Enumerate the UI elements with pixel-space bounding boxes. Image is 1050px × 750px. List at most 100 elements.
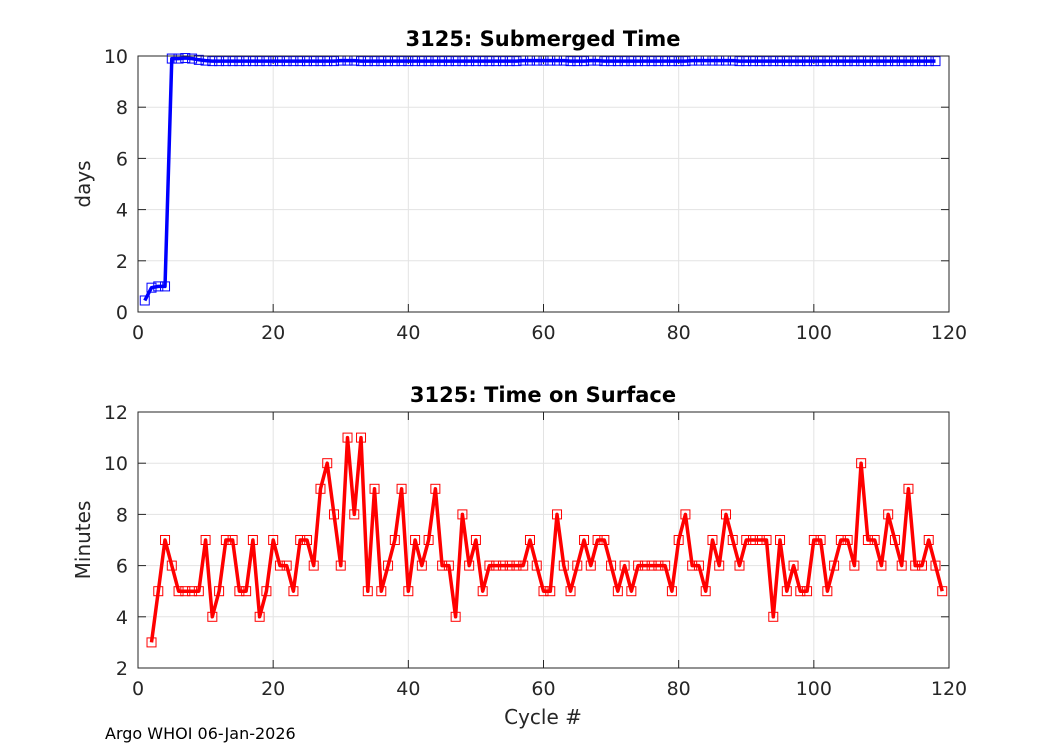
submerged-xtick-label: 40 [396,322,420,344]
submerged-data-point [160,281,171,292]
surface-data-point [829,560,840,571]
submerged-data-point [802,56,813,67]
submerged-data-point [193,54,204,65]
submerged-data-point [261,56,272,67]
submerged-data-point [450,56,461,67]
submerged-data-point [437,56,448,67]
surface-data-point [876,560,887,571]
submerged-data-point [146,282,157,293]
surface-xtick-label: 40 [396,678,420,700]
submerged-xtick-label: 80 [667,322,691,344]
surface-data-point [241,586,252,597]
submerged-xtick-label: 20 [261,322,285,344]
submerged-data-point [829,56,840,67]
submerged-data-point [849,56,860,67]
surface-data-point [193,586,204,597]
surface-data-point [504,560,515,571]
submerged-data-point [247,56,258,67]
surface-data-point [741,535,752,545]
submerged-data-point [369,56,380,67]
submerged-data-point [389,56,400,67]
submerged-data-point [795,56,806,67]
submerged-data-point [139,295,150,306]
submerged-data-point [491,56,502,67]
surface-data-point [869,535,880,545]
surface-data-point [187,586,198,597]
surface-data-point [700,586,711,597]
submerged-xtick-label: 120 [931,322,967,344]
surface-data-point [646,560,657,571]
surface-data-point [308,560,319,571]
surface-data-point [207,611,218,622]
surface-data-point [815,535,826,545]
submerged-data-point [410,56,421,67]
surface-data-point [565,586,576,597]
submerged-data-point [862,56,873,67]
surface-data-point [552,509,563,520]
submerged-data-point [734,56,745,67]
submerged-data-point [842,56,853,67]
surface-data-point [315,483,326,494]
surface-data-point [166,560,177,571]
submerged-data-point [775,56,786,67]
surface-data-point [389,535,400,545]
submerged-data-point [660,56,671,67]
surface-data-point [538,586,549,597]
surface-data-point [254,611,265,622]
surface-data-point [768,611,779,622]
surface-data-point [727,535,738,545]
surface-data-point [173,586,184,597]
submerged-data-point [430,56,441,67]
surface-data-point [856,458,867,469]
surface-data-point [707,535,718,545]
surface-data-point [626,586,637,597]
submerged-data-point [241,56,252,67]
submerged-data-point [754,56,765,67]
submerged-data-point [599,56,610,67]
submerged-data-point [876,56,887,67]
submerged-data-point [315,56,326,67]
submerged-ytick-label: 8 [116,97,128,119]
surface-data-point [781,586,792,597]
surface-data-point [200,535,211,545]
surface-data-point [146,637,157,648]
submerged-data-point [768,56,779,67]
submerged-data-point [903,56,914,67]
submerged-ytick-label: 2 [116,251,128,273]
surface-xtick-label: 20 [261,678,285,700]
surface-data-point [457,509,468,520]
surface-ytick-label: 10 [104,453,128,475]
submerged-data-point [457,56,468,67]
submerged-axes-box [137,55,950,313]
surface-data-point [822,586,833,597]
surface-data-point [687,560,698,571]
submerged-data-point [781,56,792,67]
submerged-data-point [504,56,515,67]
submerged-time-plot: 3125: Submerged Time days 0 20 40 60 80 100 12… [71,27,967,344]
surface-xtick-label: 100 [796,678,832,700]
surface-data-point [680,509,691,520]
surface-data-point [660,560,671,571]
submerged-data-point [187,53,198,64]
surface-data-point [349,509,360,520]
surface-ytick-label: 6 [116,556,128,578]
submerged-data-point [423,56,434,67]
surface-data-point [883,509,894,520]
submerged-data-point [288,56,299,67]
surface-data-point [585,560,596,571]
surface-data-point [288,586,299,597]
submerged-data-point [653,56,664,67]
surface-data-point [579,535,590,545]
submerged-ytick-label: 4 [116,200,128,222]
surface-data-point [835,535,846,545]
surface-data-point [714,560,725,571]
surface-data-point [470,535,481,545]
surface-data-point [227,535,238,545]
submerged-data-point [166,53,177,64]
surface-data-point [295,535,306,545]
surface-data-point [383,560,394,571]
surface-data-point [923,535,934,545]
submerged-ytick-label: 6 [116,148,128,170]
submerged-xtick-label: 60 [531,322,555,344]
